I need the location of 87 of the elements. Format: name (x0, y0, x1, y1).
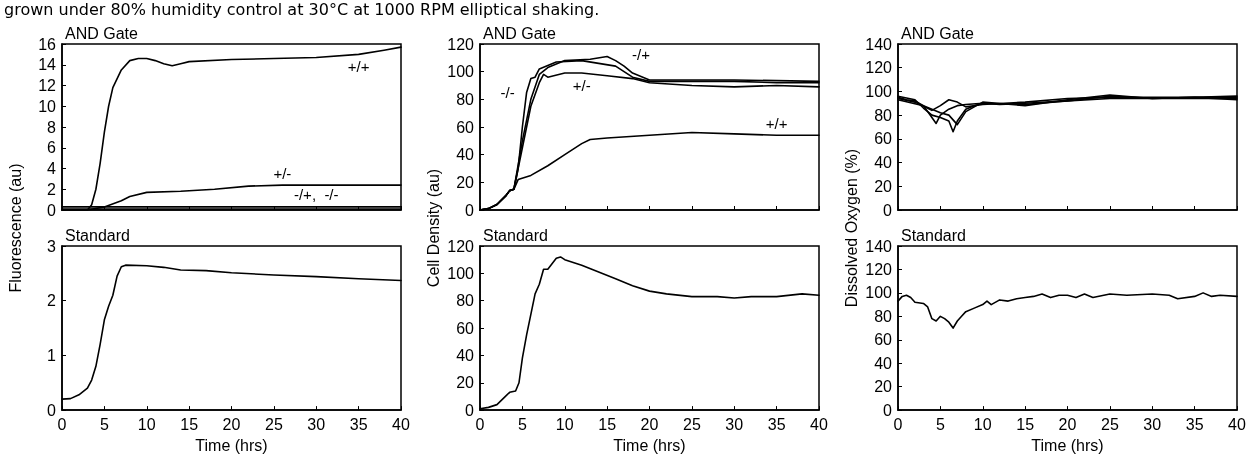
y-tick-label: 40 (874, 354, 893, 372)
y-tick-label: 80 (456, 90, 475, 108)
y-tick-label: 14 (38, 56, 57, 74)
y-tick-label: 0 (47, 201, 57, 219)
chart-title: AND Gate (483, 24, 557, 42)
chart-title: AND Gate (901, 24, 975, 42)
y-tick-label: 10 (38, 97, 57, 115)
y-tick-label: 60 (456, 118, 475, 136)
x-tick-label: 10 (973, 415, 992, 433)
y-tick-label: 20 (874, 177, 893, 195)
y-tick-label: 60 (874, 130, 893, 148)
chart-title: AND Gate (65, 24, 139, 42)
y-tick-label: 20 (456, 374, 475, 392)
y-tick-label: 16 (38, 35, 57, 53)
x-tick-label: 40 (1228, 415, 1246, 433)
y-tick-label: 140 (865, 35, 893, 53)
y-tick-label: 100 (865, 82, 893, 100)
y-tick-label: 2 (47, 180, 57, 198)
y-tick-label: 120 (865, 59, 893, 77)
y-tick-label: 4 (47, 160, 57, 177)
x-tick-label: 40 (392, 415, 410, 433)
x-tick-label: 10 (555, 415, 574, 433)
x-tick-label: 15 (598, 415, 617, 433)
x-tick-label: 30 (307, 415, 326, 433)
x-tick-label: 35 (1185, 415, 1204, 433)
annotation: +/- (572, 76, 591, 94)
annotation: -/+, -/- (293, 186, 339, 204)
x-tick-label: 20 (222, 415, 241, 433)
y-tick-label: 0 (47, 401, 57, 419)
y-tick-label: 0 (883, 401, 893, 419)
x-tick-label: 5 (99, 415, 109, 433)
y-axis-title: Cell Density (au) (425, 168, 443, 288)
y-tick-label: 100 (447, 63, 475, 81)
y-tick-label: 40 (874, 154, 893, 172)
x-tick-label: 35 (349, 415, 368, 433)
x-tick-label: 25 (264, 415, 283, 433)
x-tick-label: 15 (1016, 415, 1035, 433)
y-tick-label: 100 (865, 284, 893, 302)
y-tick-label: 80 (874, 307, 893, 325)
y-tick-label: 1 (47, 346, 57, 364)
y-tick-label: 80 (874, 106, 893, 124)
x-tick-label: 30 (725, 415, 744, 433)
x-tick-label: 5 (935, 415, 945, 433)
x-tick-label: 30 (1143, 415, 1162, 433)
chart-title: Standard (483, 226, 548, 244)
x-tick-label: 40 (810, 415, 828, 433)
x-axis-title: Time (hrs) (1031, 436, 1104, 454)
y-tick-label: 8 (47, 118, 57, 136)
annotation: -/- (500, 83, 515, 101)
x-axis-title: Time (hrs) (613, 436, 686, 454)
y-tick-label: 0 (465, 201, 475, 219)
annotation: +/+ (765, 114, 788, 132)
x-tick-label: 5 (517, 415, 527, 433)
y-tick-label: 140 (865, 237, 893, 255)
y-tick-label: 0 (883, 201, 893, 219)
x-tick-label: 15 (180, 415, 199, 433)
x-tick-label: 35 (767, 415, 786, 433)
y-tick-label: 120 (447, 237, 475, 255)
x-tick-label: 10 (137, 415, 156, 433)
x-tick-label: 20 (1058, 415, 1077, 433)
y-tick-label: 6 (47, 139, 57, 157)
x-tick-label: 25 (682, 415, 701, 433)
y-axis-title: Fluorescence (au) (7, 163, 25, 293)
y-tick-label: 40 (456, 346, 475, 364)
y-tick-label: 100 (447, 264, 475, 282)
y-tick-label: 60 (874, 331, 893, 349)
y-tick-label: 80 (456, 292, 475, 310)
y-tick-label: 20 (456, 173, 475, 191)
y-tick-label: 20 (874, 378, 893, 396)
chart-title: Standard (901, 226, 966, 244)
y-tick-label: 60 (456, 319, 475, 337)
y-tick-label: 120 (865, 260, 893, 278)
annotation: -/+ (632, 45, 651, 63)
y-tick-label: 12 (38, 77, 57, 94)
annotation: +/+ (347, 57, 370, 75)
annotation: +/- (273, 164, 292, 182)
y-tick-label: 120 (447, 35, 475, 53)
x-axis-title: Time (hrs) (195, 436, 268, 454)
y-tick-label: 2 (47, 292, 57, 310)
y-axis-title: Dissolved Oxygen (%) (843, 148, 861, 308)
chart-title: Standard (65, 226, 130, 244)
y-tick-label: 40 (456, 146, 475, 164)
x-tick-label: 20 (640, 415, 659, 433)
text: grown under 80% humidity control at 30°C at 1000 RPM elliptical shaking. (4, 0, 600, 19)
y-tick-label: 3 (47, 237, 57, 255)
x-tick-label: 25 (1100, 415, 1119, 433)
y-tick-label: 0 (465, 401, 475, 419)
